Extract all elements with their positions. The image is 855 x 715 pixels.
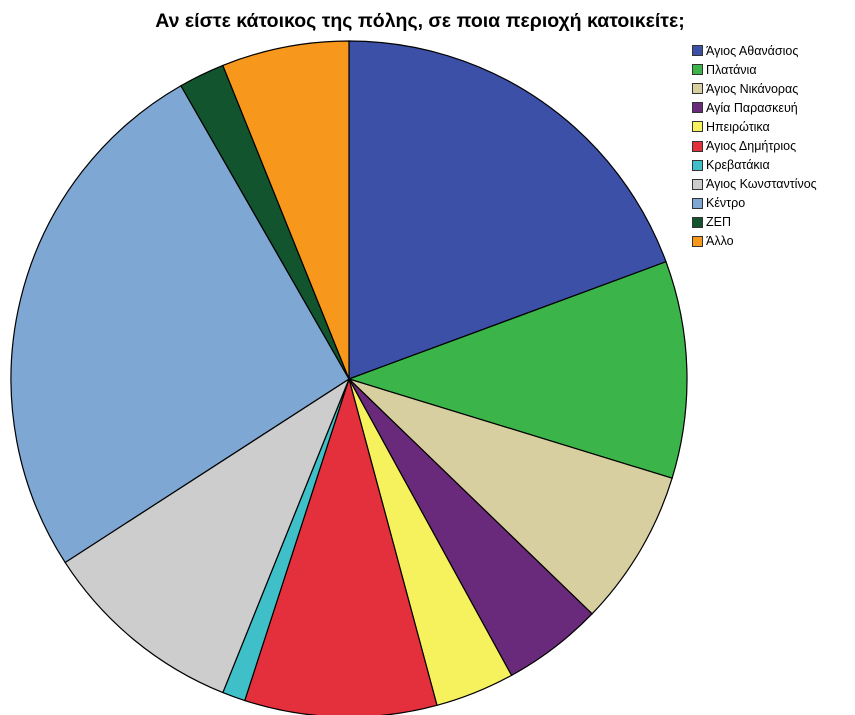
pie-slice-9 bbox=[10, 84, 350, 564]
legend-label: Άλλο bbox=[706, 234, 734, 249]
legend-swatch bbox=[692, 159, 703, 171]
pie-slice-3 bbox=[348, 378, 673, 615]
legend-swatch bbox=[692, 235, 703, 247]
legend-label: Κέντρο bbox=[706, 196, 746, 211]
legend-label: Άγιος Κωνσταντίνος bbox=[706, 177, 817, 192]
pie-slice-8 bbox=[64, 377, 351, 694]
legend-label: Πλατάνια bbox=[706, 62, 757, 77]
legend-swatch bbox=[692, 83, 703, 95]
legend-label: Άγιος Αθανάσιος bbox=[706, 43, 799, 58]
legend-swatch bbox=[692, 45, 703, 57]
legend-label: Άγιος Δημήτριος bbox=[706, 139, 797, 154]
chart-legend: Άγιος Αθανάσιος Πλατάνια Άγιος Νικάνορας Αγ… bbox=[692, 41, 817, 251]
legend-swatch bbox=[692, 178, 703, 190]
legend-label: ΖΕΠ bbox=[706, 215, 731, 230]
pie-slice-2 bbox=[347, 260, 688, 479]
legend-item: Άγιος Δημήτριος bbox=[692, 136, 817, 155]
legend-item: Κέντρο bbox=[692, 194, 817, 213]
legend-item: Άλλο bbox=[692, 232, 817, 251]
legend-label: Ηπειρώτικα bbox=[706, 119, 770, 134]
pie-slice-11 bbox=[222, 40, 350, 380]
legend-swatch bbox=[692, 64, 703, 76]
legend-label: Κρεβατάκια bbox=[706, 158, 770, 173]
legend-swatch bbox=[692, 121, 703, 133]
legend-item: Αγία Παρασκευή bbox=[692, 98, 817, 117]
legend-swatch bbox=[692, 140, 703, 152]
legend-item: ΖΕΠ bbox=[692, 213, 817, 232]
legend-label: Άγιος Νικάνορας bbox=[706, 81, 799, 96]
legend-item: Πλατάνια bbox=[692, 60, 817, 79]
legend-swatch bbox=[692, 102, 703, 114]
legend-swatch bbox=[692, 197, 703, 209]
legend-item: Άγιος Νικάνορας bbox=[692, 79, 817, 98]
pie-slice-6 bbox=[243, 376, 438, 715]
legend-label: Αγία Παρασκευή bbox=[706, 100, 798, 115]
legend-item: Άγιος Κωνσταντίνος bbox=[692, 175, 817, 194]
legend-item: Άγιος Αθανάσιος bbox=[692, 41, 817, 60]
legend-swatch bbox=[692, 216, 703, 228]
legend-item: Ηπειρώτικα bbox=[692, 117, 817, 136]
legend-item: Κρεβατάκια bbox=[692, 156, 817, 175]
pie-slice-1 bbox=[348, 40, 667, 380]
chart-title: Αν είστε κάτοικος της πόλης, σε ποια περ… bbox=[155, 10, 685, 32]
